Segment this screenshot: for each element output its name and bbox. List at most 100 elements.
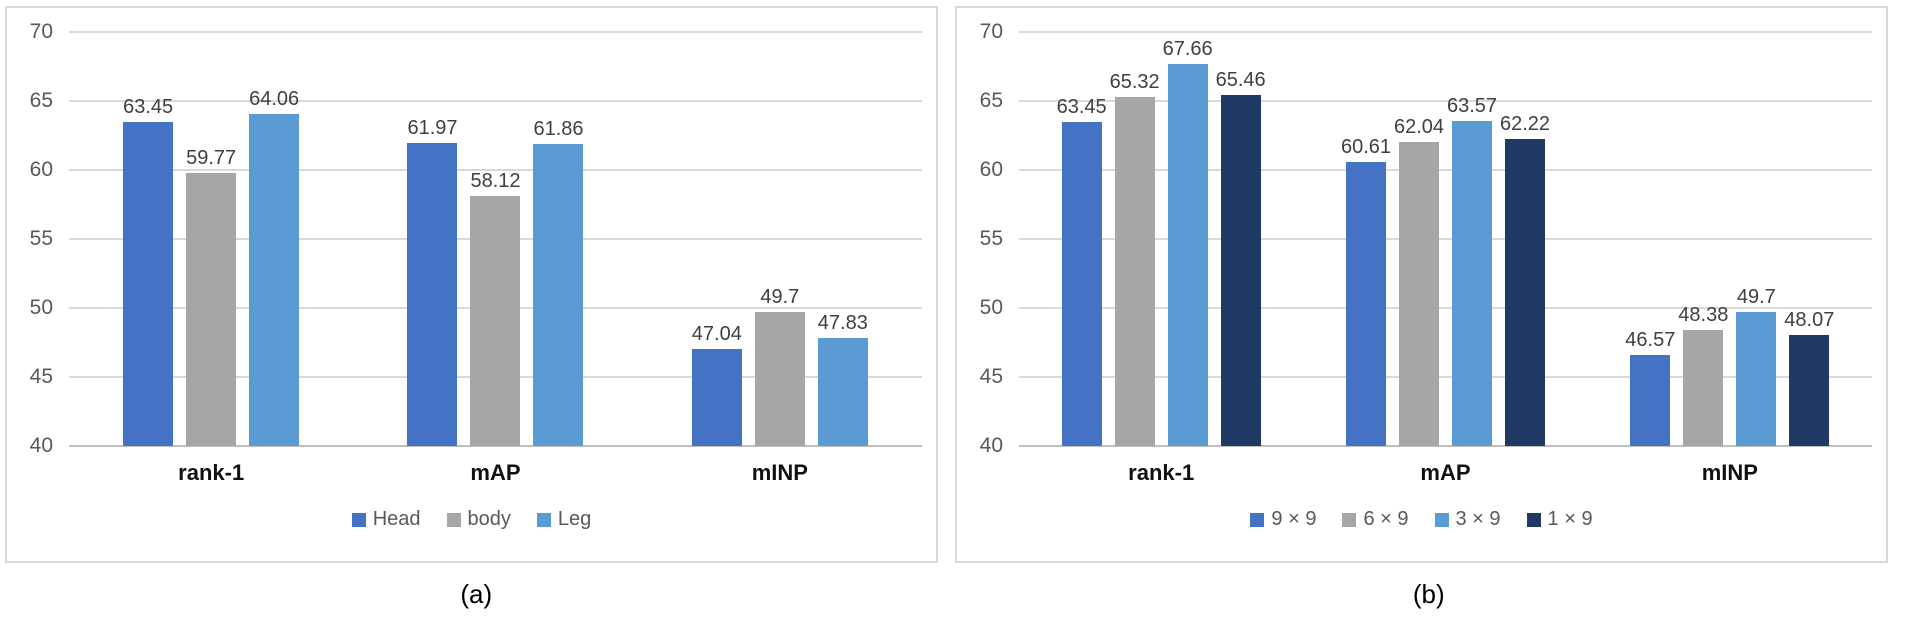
legend-swatch [536, 512, 551, 527]
chart-panels-row: 40 45 50 55 60 65 70 63.45 59.77 64.06 61.97 58.12… [5, 6, 1888, 563]
bar-wrap: 48.07 [1784, 32, 1834, 446]
x-axis-labels: rank-1 mAP mINP [1019, 460, 1872, 486]
gridline [1019, 238, 1872, 240]
bar-wrap: 59.77 [186, 32, 236, 446]
bar-value-label: 61.97 [407, 116, 458, 139]
bar-wrap: 61.97 [407, 32, 458, 446]
bar-wrap: 47.04 [692, 32, 742, 446]
bar-value-label: 47.04 [691, 322, 742, 345]
bar-value-label: 62.04 [1393, 115, 1445, 138]
bar [1220, 94, 1261, 446]
y-tick-label: 60 [979, 158, 1003, 181]
category-label: rank-1 [178, 460, 245, 485]
plot-area: 63.45 65.32 67.66 65.46 60.61 62.04 63.57 62.22… [1019, 31, 1872, 447]
bar-value-label: 48.07 [1784, 308, 1835, 331]
bar-wrap: 46.57 [1625, 32, 1675, 446]
legend-item: 9 × 9 [1250, 508, 1316, 531]
bar-value-label: 61.86 [533, 118, 584, 141]
bar [754, 312, 805, 446]
bar [1114, 96, 1155, 446]
bar-group: 60.61 62.04 63.57 62.22 [1303, 32, 1587, 446]
bar-wrap: 49.7 [754, 32, 805, 446]
bar-wrap: 62.22 [1500, 32, 1550, 446]
bar [1398, 141, 1439, 446]
y-axis: 40 45 50 55 60 65 70 [957, 20, 1019, 457]
legend-label: Head [372, 508, 421, 530]
bar [123, 122, 174, 446]
bar-value-label: 60.61 [1340, 135, 1392, 158]
bar-wrap: 49.7 [1736, 32, 1777, 446]
y-tick-label: 45 [29, 365, 53, 388]
legend-item: 6 × 9 [1342, 508, 1409, 531]
legend-item: body [446, 508, 511, 531]
bar-value-label: 49.7 [1736, 286, 1776, 309]
y-tick-label: 70 [979, 20, 1003, 43]
bar-value-label: 46.57 [1625, 329, 1676, 352]
bar [1504, 139, 1545, 446]
x-axis-line [69, 445, 922, 447]
plot-area: 63.45 59.77 64.06 61.97 58.12 61.86 47.04 49.7 4… [69, 31, 922, 447]
bar-value-label: 58.12 [470, 169, 521, 192]
bar [1736, 312, 1777, 446]
gridline [1019, 307, 1872, 309]
legend-label: 9 × 9 [1271, 508, 1317, 530]
y-tick-label: 55 [29, 227, 53, 250]
y-axis: 40 45 50 55 60 65 70 [7, 20, 69, 457]
bar-wrap: 62.04 [1394, 32, 1444, 446]
category-label: mINP [1701, 460, 1758, 485]
bar [1630, 355, 1671, 446]
legend-label: Leg [557, 508, 592, 530]
bar [407, 142, 458, 446]
bar-wrap: 63.57 [1447, 32, 1497, 446]
bar [533, 144, 584, 446]
legend: Head body Leg [7, 508, 936, 531]
bar-wrap: 47.83 [818, 32, 868, 446]
bar [249, 113, 300, 446]
bar-group: 61.97 58.12 61.86 [353, 32, 637, 446]
captions-row: (a) (b) [0, 563, 1905, 625]
category-label: mAP [470, 460, 521, 485]
bar [1167, 64, 1208, 446]
bar [1345, 161, 1386, 446]
bar-groups: 63.45 59.77 64.06 61.97 58.12 61.86 47.04 49.7 4… [69, 32, 922, 446]
x-axis-line [1019, 445, 1872, 447]
legend-swatch [1250, 512, 1265, 527]
chart-panel-b: 40 45 50 55 60 65 70 63.45 65.32 67.66 65.46 60.61… [955, 6, 1888, 563]
bar-value-label: 49.7 [760, 286, 800, 309]
y-tick-label: 45 [979, 365, 1003, 388]
legend-item: Head [351, 508, 421, 531]
legend-swatch [1434, 512, 1449, 527]
y-tick-label: 65 [29, 89, 53, 112]
bar-value-label: 63.57 [1446, 94, 1498, 117]
legend: 9 × 9 6 × 9 3 × 9 1 × 9 [957, 508, 1886, 531]
legend-item: 3 × 9 [1434, 508, 1501, 531]
bar-wrap: 48.38 [1678, 32, 1728, 446]
bar-wrap: 63.45 [1057, 32, 1107, 446]
gridline [1019, 31, 1872, 33]
category-label: rank-1 [1128, 460, 1195, 485]
bar-value-label: 65.46 [1215, 68, 1266, 91]
y-tick-label: 50 [979, 296, 1003, 319]
gridline [1019, 100, 1872, 102]
chart-panel-a: 40 45 50 55 60 65 70 63.45 59.77 64.06 61.97 58.12… [5, 6, 938, 563]
y-tick-label: 50 [29, 296, 53, 319]
bar-group: 46.57 48.38 49.7 48.07 [1588, 32, 1872, 446]
legend-item: Leg [536, 508, 592, 531]
bar-group: 63.45 65.32 67.66 65.46 [1019, 32, 1303, 446]
bar-value-label: 62.22 [1499, 113, 1551, 136]
legend-label: 3 × 9 [1455, 508, 1501, 530]
bar-value-label: 65.32 [1109, 70, 1160, 93]
bar-wrap: 60.61 [1341, 32, 1391, 446]
bar-groups: 63.45 65.32 67.66 65.46 60.61 62.04 63.57 62.22… [1019, 32, 1872, 446]
bar [1061, 122, 1102, 446]
bar-value-label: 48.38 [1678, 304, 1729, 327]
legend-label: 6 × 9 [1363, 508, 1409, 530]
bar-wrap: 65.46 [1216, 32, 1266, 446]
bar-wrap: 65.32 [1110, 32, 1160, 446]
bar-group: 47.04 49.7 47.83 [638, 32, 922, 446]
y-tick-label: 65 [979, 89, 1003, 112]
y-tick-label: 55 [979, 227, 1003, 250]
bar [817, 337, 868, 446]
bar-wrap: 67.66 [1163, 32, 1213, 446]
bar-wrap: 64.06 [249, 32, 299, 446]
